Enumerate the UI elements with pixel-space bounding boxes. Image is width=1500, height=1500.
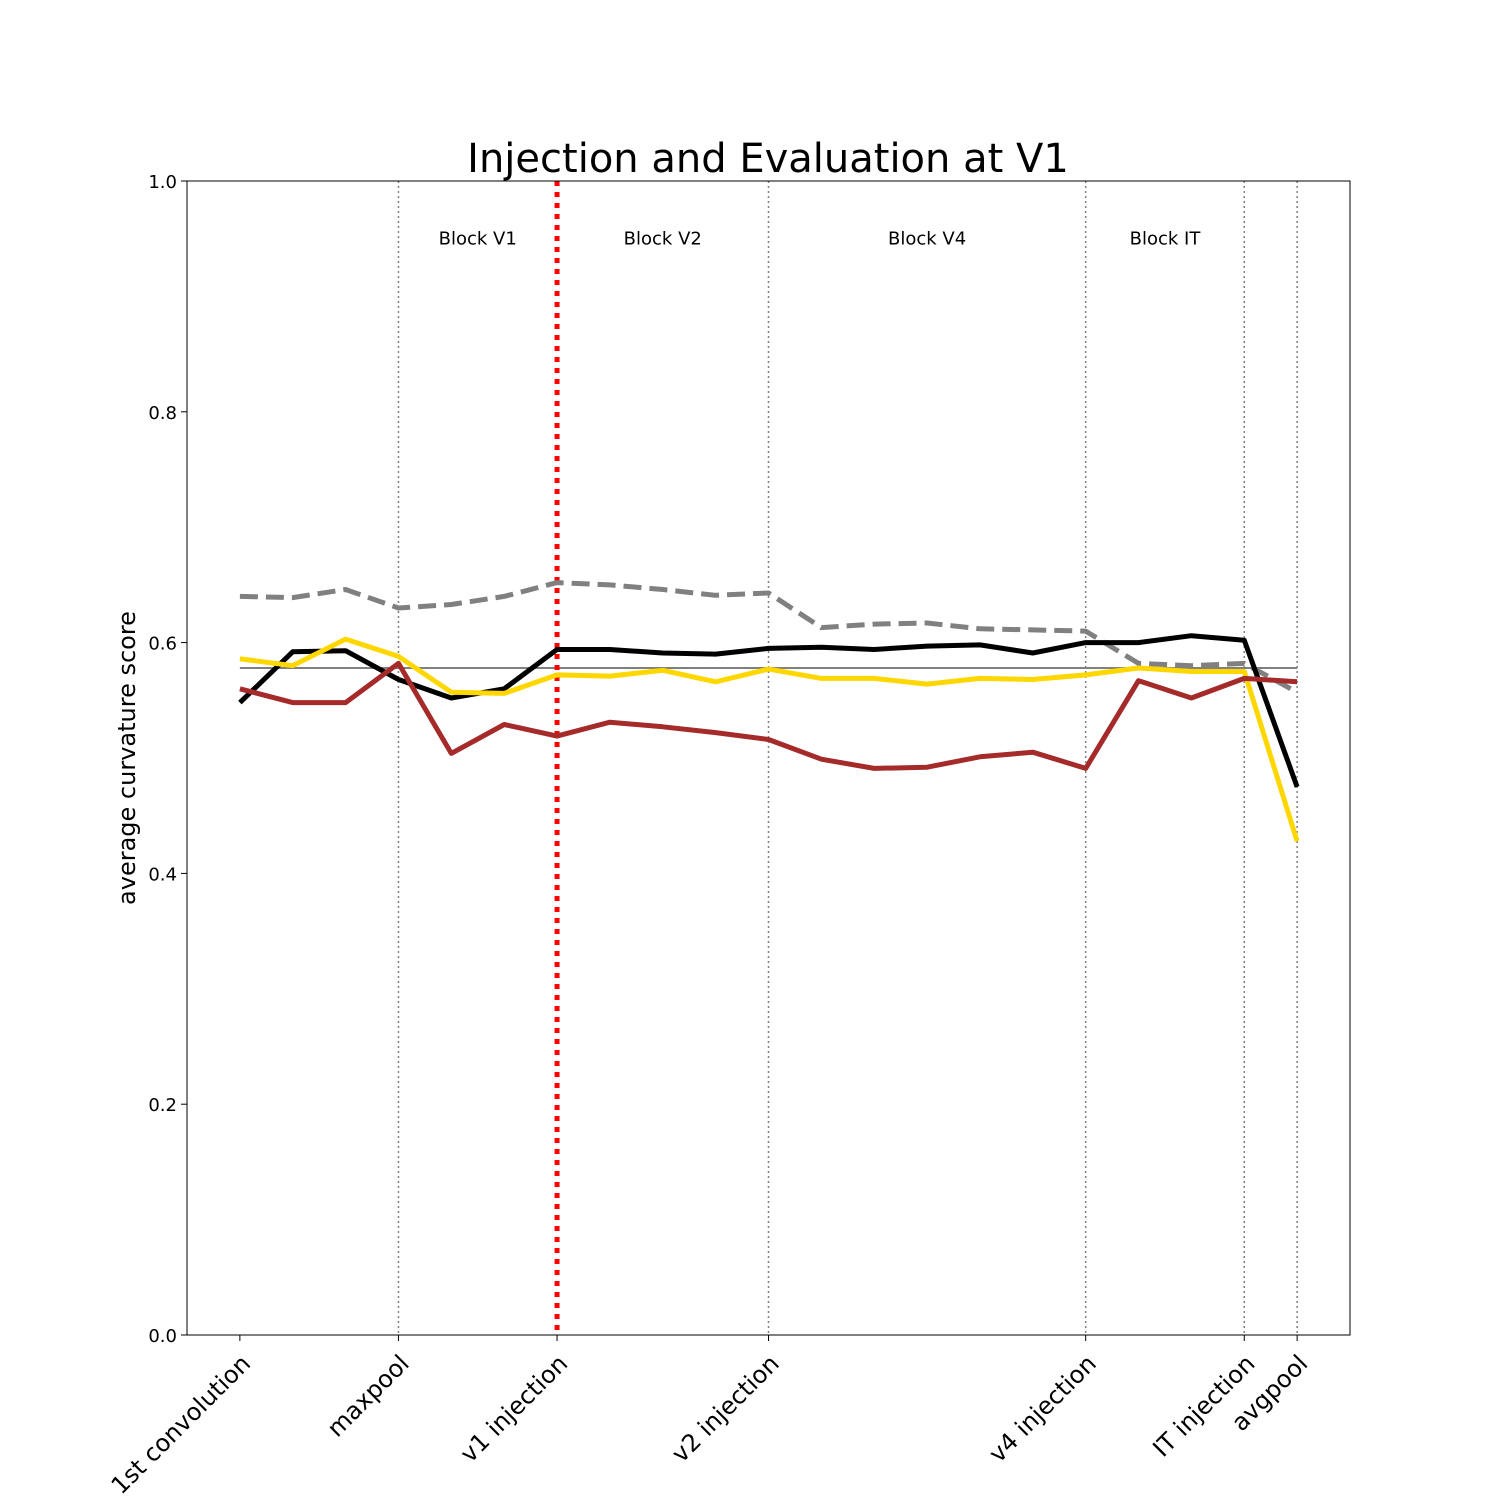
block-label: Block V1 <box>439 229 517 250</box>
block-label: Block V2 <box>624 229 702 250</box>
y-tick-label: 1.0 <box>148 172 177 193</box>
y-axis-ticks: 0.0 0.2 0.4 0.6 0.8 1.0 <box>148 172 187 1347</box>
x-tick-label: maxpool <box>322 1349 415 1442</box>
y-tick-label: 0.6 <box>148 634 177 655</box>
x-tick-label: v2 injection <box>666 1349 785 1468</box>
y-tick-label: 0.4 <box>148 864 177 885</box>
y-tick-label: 0.2 <box>148 1095 177 1116</box>
y-tick-label: 0.0 <box>148 1326 177 1347</box>
x-axis-ticks: 1st convolution maxpool v1 injection v2 inj… <box>106 1335 1313 1500</box>
series-line <box>239 580 1299 695</box>
block-labels: Block V1 Block V2 Block V4 Block IT <box>439 229 1202 250</box>
x-tick-label: v1 injection <box>455 1349 574 1468</box>
boundary-lines <box>397 181 1298 1335</box>
block-label: Block V4 <box>888 229 966 250</box>
chart-title: Injection and Evaluation at V1 <box>467 136 1069 182</box>
block-label: Block IT <box>1130 229 1202 250</box>
series-line <box>238 633 1300 788</box>
series-lines <box>238 580 1300 842</box>
x-tick-label: 1st convolution <box>106 1349 256 1499</box>
series-line <box>239 636 1300 842</box>
y-axis-label: average curvature score <box>113 611 141 905</box>
y-tick-label: 0.8 <box>148 403 177 424</box>
x-tick-label: v4 injection <box>983 1349 1102 1468</box>
series-line <box>239 660 1298 771</box>
